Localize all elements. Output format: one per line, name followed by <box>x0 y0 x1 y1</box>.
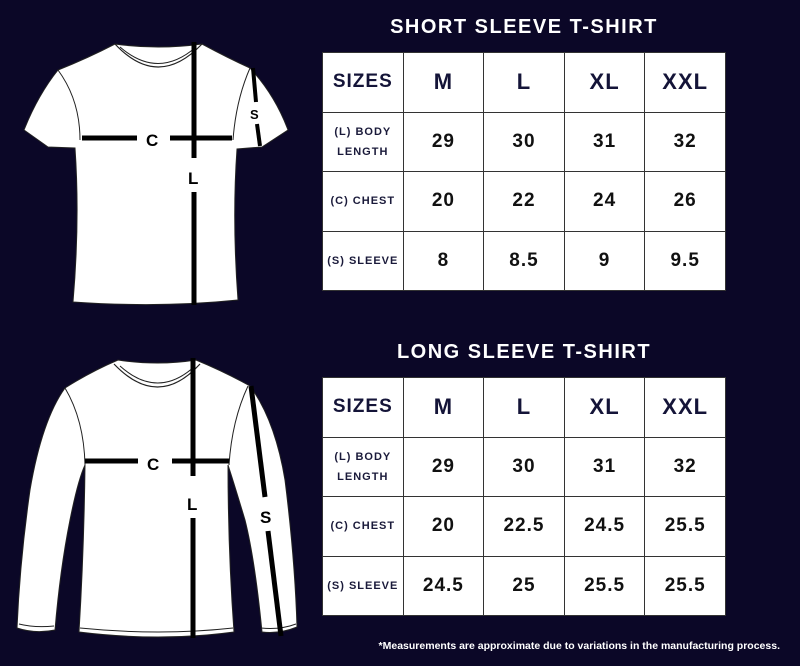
header-m: M <box>402 52 485 113</box>
header-l: L <box>483 377 565 438</box>
cell: 20 <box>402 496 485 557</box>
table-row: (L) BODY LENGTH 29 30 31 32 <box>322 436 726 497</box>
cell: 30 <box>483 436 565 497</box>
row-label-body-length: (L) BODY LENGTH <box>322 436 404 497</box>
cell: 31 <box>563 111 646 172</box>
table-row: (S) SLEEVE 24.5 25 25.5 25.5 <box>322 555 726 616</box>
sleeve-label: S <box>260 508 271 527</box>
table-row: (C) CHEST 20 22 24 26 <box>322 171 726 232</box>
row-label-chest: (C) CHEST <box>322 171 404 232</box>
long-sleeve-size-table: SIZES M L XL XXL (L) BODY LENGTH 29 30 31… <box>322 377 726 616</box>
cell: 9.5 <box>644 230 726 291</box>
cell: 31 <box>563 436 646 497</box>
header-xxl: XXL <box>644 377 726 438</box>
cell: 24 <box>563 171 646 232</box>
short-sleeve-shirt-diagram: C L S <box>23 42 289 306</box>
header-xl: XL <box>563 52 646 113</box>
header-xl: XL <box>563 377 646 438</box>
cell: 25 <box>483 555 565 616</box>
short-sleeve-size-table: SIZES M L XL XXL (L) BODY LENGTH 29 30 31… <box>322 52 726 291</box>
row-label-body-length: (L) BODY LENGTH <box>322 111 404 172</box>
table-row: (L) BODY LENGTH 29 30 31 32 <box>322 111 726 172</box>
header-sizes: SIZES <box>322 52 404 113</box>
long-sleeve-title: LONG SLEEVE T-SHIRT <box>396 341 652 363</box>
chest-label: C <box>146 131 158 150</box>
long-sleeve-shirt-outline <box>16 359 298 638</box>
table-row: (S) SLEEVE 8 8.5 9 9.5 <box>322 230 726 291</box>
long-sleeve-shirt-diagram: C L S <box>16 358 298 638</box>
cell: 32 <box>644 111 726 172</box>
cell: 22 <box>483 171 565 232</box>
cell: 30 <box>483 111 565 172</box>
short-sleeve-shirt-outline <box>23 43 289 306</box>
header-sizes: SIZES <box>322 377 404 438</box>
cell: 25.5 <box>644 555 726 616</box>
cell: 20 <box>402 171 485 232</box>
chest-label: C <box>147 455 159 474</box>
header-l: L <box>483 52 565 113</box>
cell: 24.5 <box>402 555 485 616</box>
header-m: M <box>402 377 485 438</box>
cell: 24.5 <box>563 496 646 557</box>
table-header-row: SIZES M L XL XXL <box>322 52 726 113</box>
row-label-sleeve: (S) SLEEVE <box>322 230 404 291</box>
table-row: (C) CHEST 20 22.5 24.5 25.5 <box>322 496 726 557</box>
sleeve-measure-line <box>248 385 268 498</box>
length-label: L <box>188 169 198 188</box>
cell: 8 <box>402 230 485 291</box>
cell: 9 <box>563 230 646 291</box>
sleeve-label: S <box>250 107 259 122</box>
cell: 25.5 <box>644 496 726 557</box>
header-xxl: XXL <box>644 52 726 113</box>
cell: 32 <box>644 436 726 497</box>
row-label-sleeve: (S) SLEEVE <box>322 555 404 616</box>
short-sleeve-title: SHORT SLEEVE T-SHIRT <box>390 16 658 38</box>
cell: 8.5 <box>483 230 565 291</box>
row-label-chest: (C) CHEST <box>322 496 404 557</box>
cell: 29 <box>402 111 485 172</box>
footnote: *Measurements are approximate due to var… <box>378 640 780 652</box>
table-header-row: SIZES M L XL XXL <box>322 377 726 438</box>
length-label: L <box>187 495 197 514</box>
sleeve-measure-line <box>251 67 258 103</box>
cell: 29 <box>402 436 485 497</box>
cell: 22.5 <box>483 496 565 557</box>
cell: 25.5 <box>563 555 646 616</box>
cell: 26 <box>644 171 726 232</box>
